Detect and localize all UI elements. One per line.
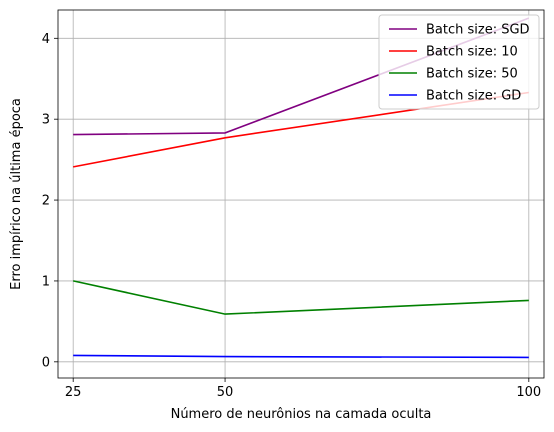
x-axis-ticks: 25 50 100 bbox=[65, 378, 541, 400]
series-line-3 bbox=[73, 354, 529, 359]
y-tick-label: 0 bbox=[42, 355, 50, 370]
legend-label: Batch size: GD bbox=[426, 89, 521, 104]
legend-label: Batch size: 10 bbox=[426, 45, 518, 60]
y-tick-label: 3 bbox=[42, 113, 50, 128]
y-tick-label: 1 bbox=[42, 274, 50, 289]
x-tick-label: 50 bbox=[217, 385, 234, 400]
y-tick-label: 2 bbox=[42, 194, 50, 209]
x-tick-label: 100 bbox=[516, 385, 541, 400]
legend-label: Batch size: 50 bbox=[426, 67, 518, 82]
legend: Batch size: SGD Batch size: 10 Batch size:… bbox=[378, 14, 540, 110]
legend-label: Batch size: SGD bbox=[426, 23, 530, 38]
plot-frame bbox=[57, 9, 545, 379]
series-line-2 bbox=[73, 280, 529, 315]
legend-box bbox=[378, 14, 540, 110]
y-axis-ticks: 0 1 2 3 4 bbox=[42, 32, 58, 370]
x-tick-label: 25 bbox=[65, 385, 82, 400]
x-axis-label: Número de neurônios na camada oculta bbox=[171, 407, 432, 422]
y-tick-label: 4 bbox=[42, 32, 50, 47]
y-axis-label: Erro impírico na última época bbox=[9, 98, 24, 290]
